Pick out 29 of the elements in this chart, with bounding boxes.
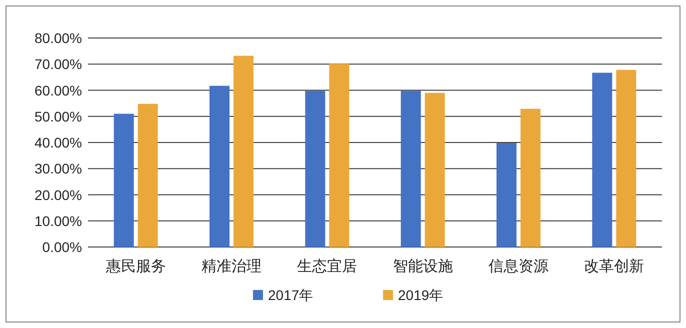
bar	[210, 86, 230, 247]
bar	[114, 114, 134, 247]
y-tick-label: 50.00%	[34, 108, 82, 124]
bar	[616, 70, 636, 247]
bar	[329, 64, 350, 247]
x-tick-label: 改革创新	[584, 258, 644, 275]
y-tick-label: 10.00%	[34, 212, 82, 229]
bar	[496, 143, 516, 247]
y-tick-label: 20.00%	[34, 186, 82, 203]
x-tick-label: 生态宜居	[297, 258, 358, 275]
bar	[234, 56, 254, 247]
x-tick-label: 精准治理	[202, 258, 262, 275]
y-tick-label: 40.00%	[34, 134, 82, 150]
x-tick-label: 智能设施	[392, 258, 453, 275]
legend-label: 2019年	[398, 287, 444, 303]
x-tick-label: 惠民服务	[104, 258, 166, 275]
y-tick-label: 70.00%	[34, 56, 82, 72]
legend-label: 2017年	[268, 287, 314, 303]
bar	[138, 104, 158, 247]
y-tick-label: 30.00%	[34, 160, 82, 177]
y-tick-label: 0.00%	[42, 239, 82, 255]
bar	[520, 108, 540, 247]
bar	[305, 90, 326, 247]
y-tick-label: 80.00%	[34, 30, 82, 46]
x-tick-label: 信息资源	[488, 258, 548, 275]
bar	[424, 92, 445, 247]
y-tick-label: 60.00%	[34, 82, 82, 98]
bar	[592, 72, 612, 247]
bar	[400, 90, 421, 247]
